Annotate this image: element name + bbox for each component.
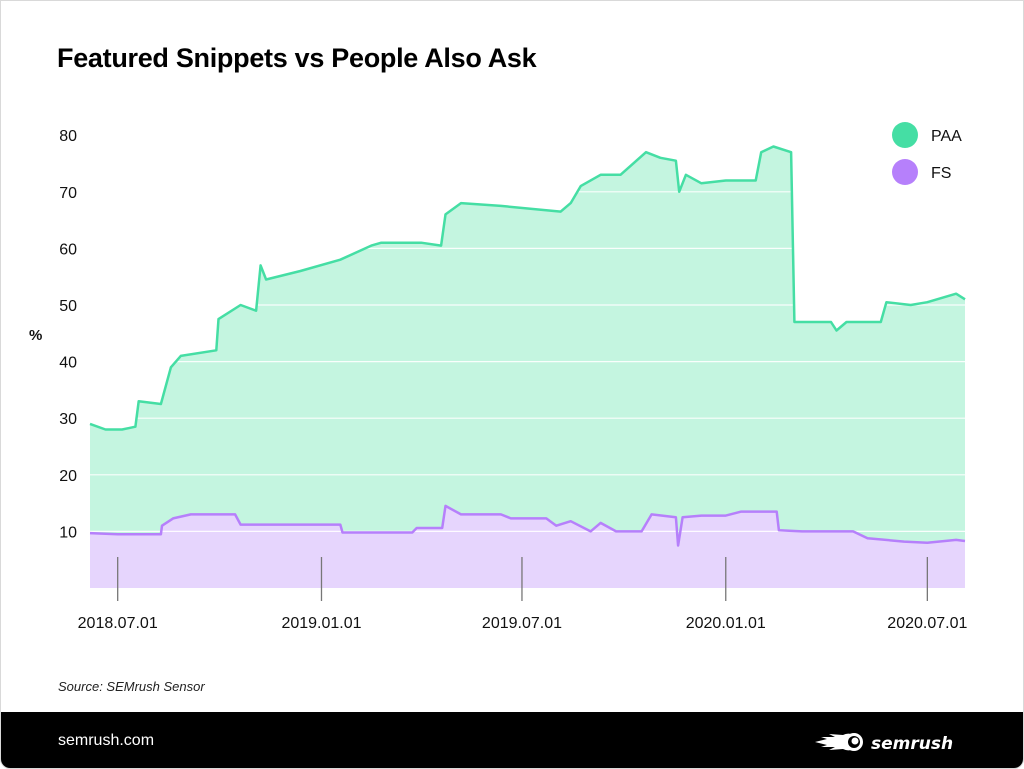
y-tick-label: 80: [59, 128, 77, 145]
footer-url[interactable]: semrush.com: [58, 732, 155, 749]
y-tick-label: 10: [59, 524, 77, 541]
y-tick-label: 20: [59, 468, 77, 485]
x-tick-label: 2019.07.01: [482, 615, 562, 632]
x-tick-label: 2018.07.01: [78, 615, 158, 632]
y-tick-label: 30: [59, 411, 77, 428]
semrush-logo: semrush: [815, 733, 953, 754]
fireball-icon: [815, 733, 851, 751]
x-tick-label: 2020.07.01: [887, 615, 967, 632]
legend-swatch-fs: [892, 159, 918, 185]
chart: 10 20 30 40 50 60 70 80 2018.07.01 2019.01.01 2019…: [29, 122, 967, 632]
footer-bar: semrush.com semrush: [1, 712, 1023, 768]
svg-text:semrush: semrush: [871, 734, 953, 754]
paa-line: [89, 145, 966, 431]
x-tick-label: 2020.01.01: [686, 615, 766, 632]
y-tick-label: 60: [59, 241, 77, 258]
legend-label-paa: PAA: [931, 128, 962, 145]
y-tick-label: 50: [59, 298, 77, 315]
source-note: Source: SEMrush Sensor: [58, 679, 205, 694]
fs-line: [89, 504, 966, 547]
legend-label-fs: FS: [931, 165, 951, 182]
x-tick-label: 2019.01.01: [281, 615, 361, 632]
legend-swatch-paa: [892, 122, 918, 148]
paa-area: [90, 146, 965, 588]
y-tick-label: 40: [59, 355, 77, 372]
fs-area: [90, 505, 965, 588]
chart-title: Featured Snippets vs People Also Ask: [57, 43, 537, 73]
y-tick-label: 70: [59, 185, 77, 202]
y-axis-label: %: [29, 327, 42, 344]
